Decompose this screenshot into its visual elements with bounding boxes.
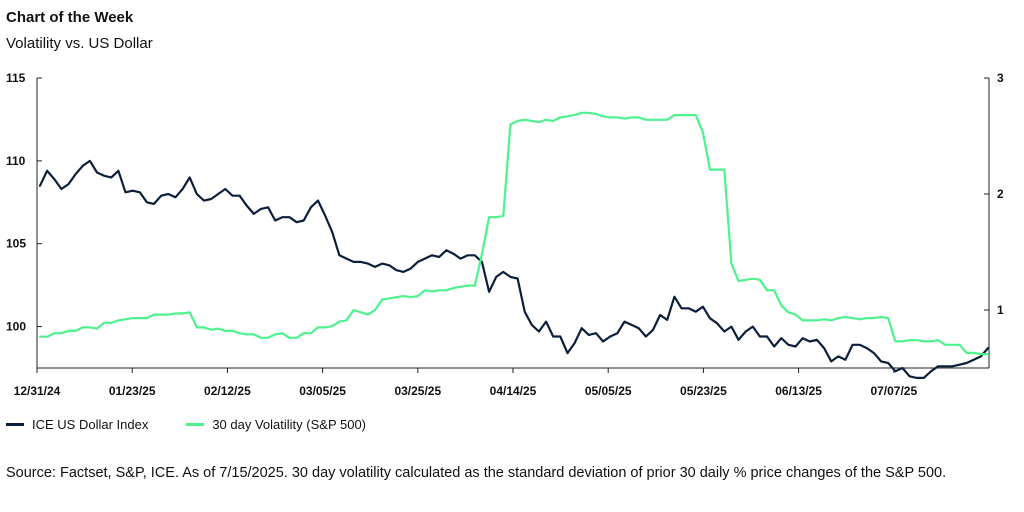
x-tick-label: 06/13/25 — [775, 384, 822, 398]
right-tick-label: 2 — [997, 187, 1004, 201]
source-note: Source: Factset, S&P, ICE. As of 7/15/20… — [6, 465, 947, 481]
x-tick-label: 12/31/24 — [14, 384, 61, 398]
line-chart: 115 110 105 100 3 2 1 12/31/24 01/23/25 02/12/25 0… — [6, 71, 1004, 398]
chart-subtitle: Volatility vs. US Dollar — [6, 35, 153, 52]
x-tick-label: 03/05/25 — [299, 384, 346, 398]
legend-swatch-volatility — [186, 423, 205, 426]
right-tick-label: 3 — [997, 71, 1004, 85]
chart-legend: ICE US Dollar Index 30 day Volatility (S… — [6, 417, 404, 432]
legend-swatch-dollar — [6, 423, 24, 426]
x-tick-label: 01/23/25 — [109, 384, 156, 398]
legend-label-dollar: ICE US Dollar Index — [32, 417, 149, 432]
x-tick-label: 07/07/25 — [870, 384, 917, 398]
x-tick-label: 02/12/25 — [204, 384, 251, 398]
legend-item-volatility: 30 day Volatility (S&P 500) — [186, 417, 366, 432]
left-tick-label: 105 — [6, 237, 26, 251]
volatility-line — [38, 111, 990, 356]
left-tick-label: 100 — [6, 320, 26, 334]
dollar-index-line — [38, 159, 990, 379]
chart-ticks: 115 110 105 100 3 2 1 12/31/24 01/23/25 02/12/25 0… — [6, 71, 1004, 398]
x-tick-label: 04/14/25 — [490, 384, 537, 398]
right-tick-label: 1 — [997, 303, 1004, 317]
x-tick-label: 05/23/25 — [680, 384, 727, 398]
left-tick-label: 115 — [6, 71, 26, 85]
legend-label-volatility: 30 day Volatility (S&P 500) — [212, 417, 367, 432]
x-tick-label: 05/05/25 — [585, 384, 632, 398]
chart-lines — [38, 111, 990, 379]
left-tick-label: 110 — [6, 154, 26, 168]
chart-title: Chart of the Week — [6, 9, 134, 26]
legend-item-dollar: ICE US Dollar Index — [6, 417, 148, 432]
chart-axes — [36, 78, 990, 369]
x-tick-label: 03/25/25 — [394, 384, 441, 398]
